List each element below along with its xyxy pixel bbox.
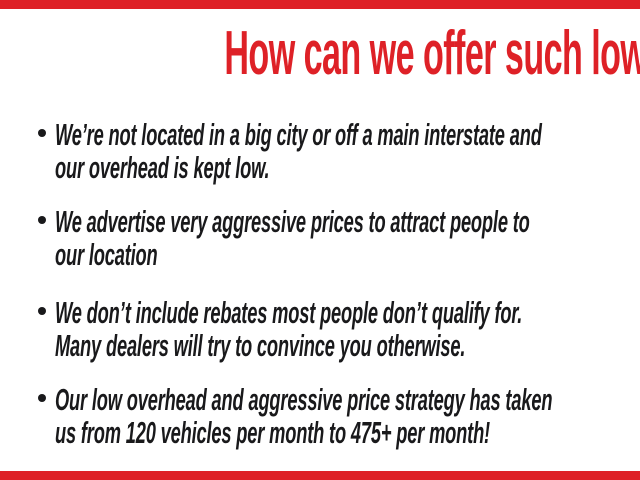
bullet-text-3: We don’t include rebates most people don…: [55, 296, 640, 362]
bullet-item-2: We advertise very aggressive prices to a…: [0, 205, 640, 271]
bullet-text-line: We advertise very aggressive prices to a…: [55, 204, 530, 239]
bullet-item-3: We don’t include rebates most people don…: [0, 296, 640, 362]
bullet-text-line: our overhead is kept low.: [55, 150, 270, 185]
bullet-text-line: We don’t include rebates most people don…: [55, 295, 523, 330]
bullet-dot-icon: [38, 216, 46, 224]
bullet-dot-icon: [38, 129, 46, 137]
bullet-text-line: Our low overhead and aggressive price st…: [55, 382, 553, 417]
bullet-text-line: Many dealers will try to convince you ot…: [55, 328, 466, 363]
bullet-text-4: Our low overhead and aggressive price st…: [55, 383, 640, 449]
bullet-item-1: We’re not located in a big city or off a…: [0, 118, 640, 184]
bullet-dot-icon: [38, 307, 46, 315]
bullet-text-line: our location: [55, 237, 158, 272]
bullet-text-line: us from 120 vehicles per month to 475+ p…: [55, 415, 490, 450]
bullet-text-line: We’re not located in a big city or off a…: [55, 117, 542, 152]
bottom-red-bar: [0, 471, 640, 480]
page-title: How can we offer such low prices?: [0, 22, 640, 86]
bullet-text-2: We advertise very aggressive prices to a…: [55, 205, 640, 271]
page-title-text: How can we offer such low prices?: [224, 19, 640, 88]
top-red-bar: [0, 0, 640, 9]
bullet-dot-icon: [38, 394, 46, 402]
bullet-text-1: We’re not located in a big city or off a…: [55, 118, 640, 184]
bullet-item-4: Our low overhead and aggressive price st…: [0, 383, 640, 449]
